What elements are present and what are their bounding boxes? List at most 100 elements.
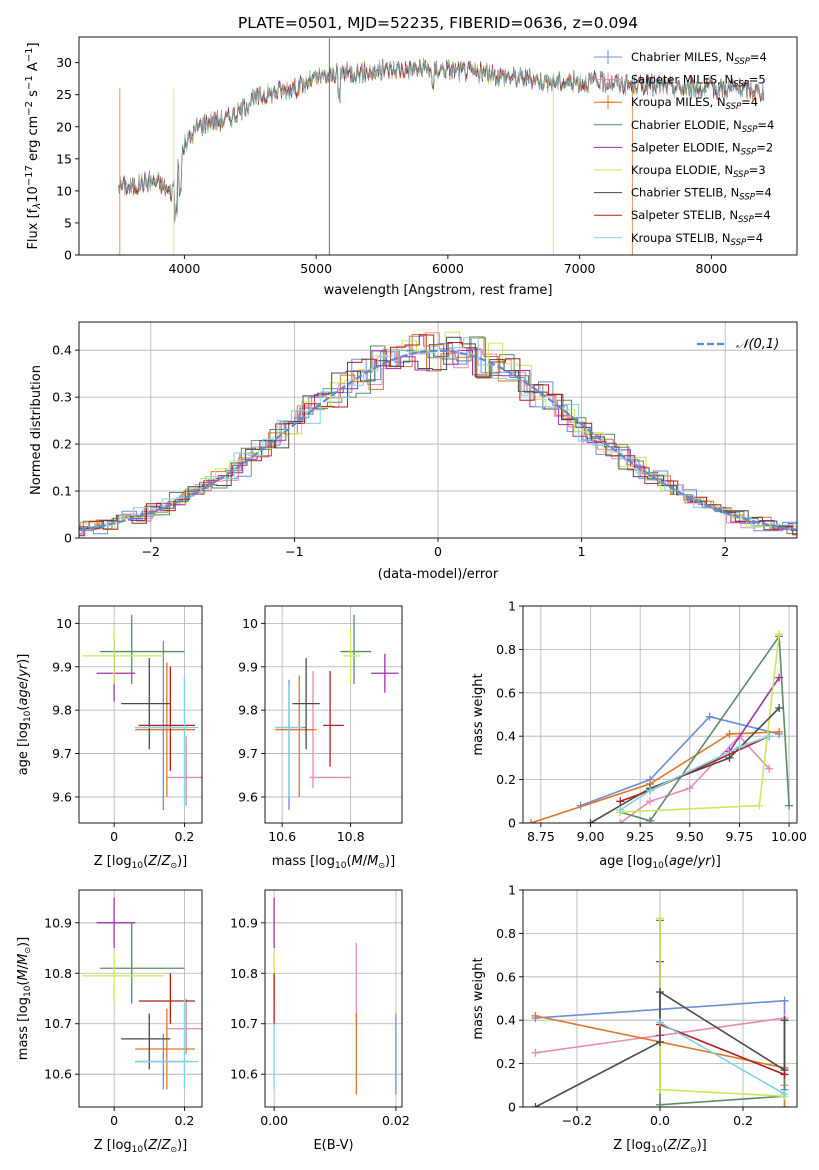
y-tick-label: 9.8: [238, 703, 258, 718]
weight-line: [659, 918, 785, 1097]
weight-vs-age-frame: [522, 605, 798, 824]
residuals-plot-area: [79, 331, 797, 537]
mass-vs-ebv-frame: [264, 889, 403, 1108]
y-tick-label: 0: [508, 1100, 516, 1115]
y-tick-label: 0.4: [496, 1013, 516, 1028]
plot-layer: 4000 5000 6000 7000 8000051015202530waveleng…: [16, 36, 807, 1155]
age-vs-Z-ylabel: age [log10(age/yr)]: [16, 654, 33, 776]
weight-marker: [656, 987, 664, 996]
y-tick-label: 30: [56, 55, 72, 70]
weight-marker: [775, 703, 784, 712]
age-vs-mass-frame: [264, 605, 403, 824]
x-tick-label: 0.02: [382, 1113, 410, 1128]
spectrum-legend: [594, 50, 622, 239]
weight-marker: [616, 805, 625, 814]
weight-marker: [646, 816, 655, 823]
x-tick-label: 6000: [432, 261, 464, 276]
y-tick-label: 10.8: [230, 966, 258, 981]
weight-vs-Z-xlabel: Z [log10(Z/Z⊙)]: [613, 1138, 707, 1155]
weight-line: [659, 920, 786, 1106]
y-tick-label: 0.4: [496, 729, 516, 744]
y-tick-label: 10.9: [44, 915, 72, 930]
spectrum-frame: [78, 36, 798, 256]
weight-vs-Z-ylabel: mass weight: [471, 957, 486, 1039]
y-tick-label: 9.9: [238, 659, 258, 674]
y-tick-label: 10.8: [44, 966, 72, 981]
x-tick-label: 9.25: [626, 829, 654, 844]
y-tick-label: 10.6: [44, 1067, 72, 1082]
weight-marker: [725, 753, 734, 762]
data-point: [275, 675, 317, 797]
legend-marker: [601, 72, 615, 87]
x-tick-label: 10.6: [268, 829, 296, 844]
weight-marker: [646, 797, 655, 806]
y-tick-label: 10.6: [230, 1067, 258, 1082]
spectrum-ylabel: Flux [fλ10−17 erg cm−2 s−1 A−1]: [24, 42, 43, 249]
legend-entry: Kroupa ELODIE, NSSP=3: [631, 163, 766, 180]
weight-marker: [656, 1100, 664, 1107]
x-tick-label: −2: [142, 544, 160, 559]
age-vs-mass-axes: 10.6 10.8 9.6 9.7 9.8 9.9 10: [238, 606, 402, 844]
x-tick-label: 0: [434, 544, 442, 559]
y-tick-label: 1: [508, 883, 516, 898]
weight-marker: [656, 1018, 664, 1027]
x-tick-label: 0.2: [733, 1113, 753, 1128]
legend-entry: 𝒩(0,1): [736, 337, 779, 352]
weight-marker: [775, 630, 784, 639]
spectrum-line: [118, 58, 765, 217]
x-tick-label: 4000: [168, 261, 200, 276]
x-tick-label: 2: [721, 544, 729, 559]
data-point: [138, 973, 195, 1024]
weight-marker: [526, 819, 535, 823]
weight-marker: [775, 727, 784, 736]
data-point: [100, 922, 185, 1004]
legend-entry: Kroupa MILES, NSSP=4: [631, 95, 758, 112]
data-point: [135, 675, 199, 806]
x-tick-label: 8000: [695, 261, 727, 276]
y-tick-label: 10: [56, 183, 72, 198]
weight-marker: [780, 1103, 789, 1107]
weight-marker: [780, 996, 789, 1005]
weight-line: [619, 735, 770, 811]
x-tick-label: 8.75: [527, 829, 555, 844]
data-point: [275, 679, 307, 810]
y-tick-label: 0: [64, 531, 72, 546]
weight-vs-age-xlabel: age [log10(age/yr)]: [599, 854, 721, 871]
weight-marker: [616, 797, 625, 806]
age-vs-Z-xlabel: Z [log10(Z/Z⊙)]: [94, 854, 188, 871]
y-tick-label: 10: [56, 616, 72, 631]
mass-vs-Z-ylabel: mass [log10(M/M⊙)]: [16, 937, 33, 1060]
data-point: [340, 614, 372, 685]
x-tick-label: 10.8: [337, 829, 365, 844]
y-tick-label: 0.6: [496, 685, 516, 700]
mass-vs-Z-axes: 0 0.2 10.6 10.7 10.8 10.9: [44, 890, 202, 1128]
x-tick-label: 0: [110, 1113, 118, 1128]
weight-marker: [765, 764, 774, 773]
histogram-step: [79, 337, 797, 536]
x-tick-label: 0: [110, 829, 118, 844]
data-point: [82, 627, 164, 685]
weight-marker: [735, 743, 744, 752]
weight-line: [728, 677, 780, 752]
histogram-step: [79, 336, 797, 531]
weight-vs-age-ylabel: mass weight: [471, 673, 486, 755]
x-tick-label: 10.00: [771, 829, 807, 844]
weight-line: [620, 634, 790, 822]
y-tick-label: 0.8: [496, 926, 516, 941]
legend-entry: Salpeter STELIB, NSSP=4: [631, 208, 771, 225]
age-vs-mass-xlabel: mass [log10(M/M⊙)]: [272, 854, 395, 871]
spectrum-axes: 4000 5000 6000 7000 8000 0 5 10 15 20 25 30: [56, 55, 727, 276]
mass-vs-ebv-xlabel: E(B-V): [313, 1138, 353, 1153]
weight-line: [659, 1023, 785, 1076]
weight-marker: [725, 730, 734, 739]
weight-marker: [780, 1089, 789, 1098]
weight-marker: [531, 1011, 540, 1020]
y-tick-label: 15: [56, 151, 72, 166]
y-tick-label: 0.3: [52, 390, 72, 405]
mass-vs-Z-xlabel: Z [log10(Z/Z⊙)]: [94, 1138, 188, 1155]
y-tick-label: 9.6: [238, 789, 258, 804]
x-tick-label: −0.2: [562, 1113, 592, 1128]
data-point: [292, 658, 320, 750]
residuals-xlabel: (data-model)/error: [378, 567, 499, 582]
